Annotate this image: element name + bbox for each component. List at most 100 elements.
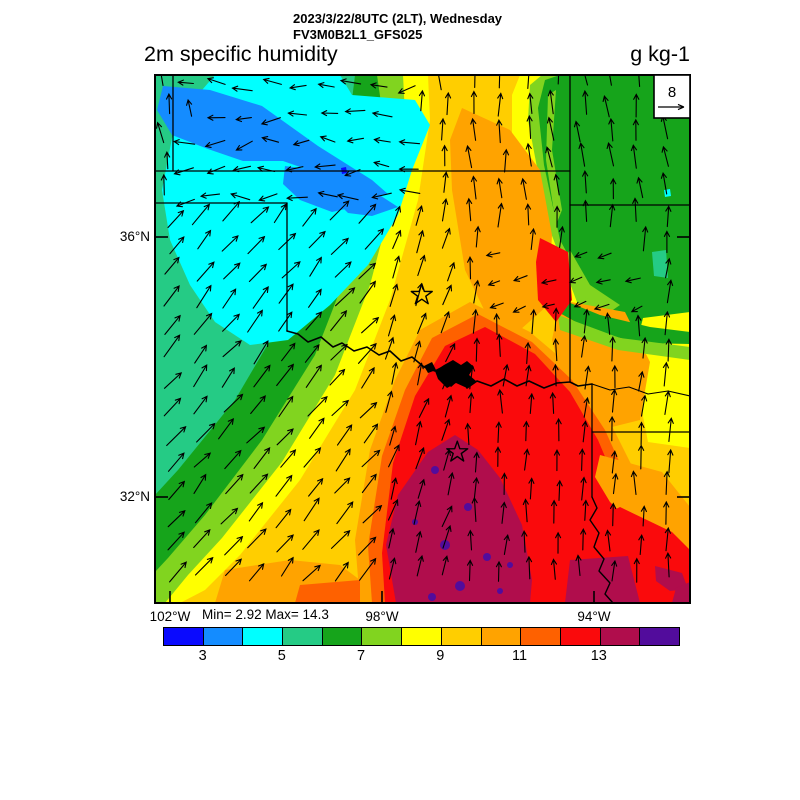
wind-arrow [278,232,297,251]
wind-arrow [331,399,350,417]
field-region [558,298,690,344]
humidity-field [155,75,690,603]
wind-arrow [493,312,500,335]
wind-arrow [167,531,185,551]
wind-arrow [554,205,561,228]
wind-arrow [552,338,559,362]
wind-arrow [530,308,537,335]
wind-arrow [663,230,671,254]
wind-arrow [638,534,645,556]
wind-arrow [638,370,645,392]
wind-arrow [611,450,618,474]
wind-arrow [582,170,589,194]
wind-arrow [413,500,422,525]
wind-arrow [447,261,456,282]
wind-arrow [512,275,528,282]
wind-arrow [573,300,587,308]
wind-arrow [335,287,356,307]
wind-arrow [167,209,185,229]
wind-arrow [663,470,670,495]
wind-arrow [557,75,560,85]
wind-arrow [442,366,453,390]
wind-arrow [314,163,336,170]
wind-arrow [442,284,453,306]
wind-arrow [320,110,339,117]
wind-arrow [285,166,304,173]
wind-arrow [496,333,503,357]
wind-arrow [392,255,401,279]
wind-arrow [495,560,502,582]
wind-arrow [339,78,362,85]
wind-arrow [194,556,214,576]
wind-arrow [500,501,507,524]
star-marker [410,283,433,305]
wind-arrow [235,140,253,151]
wind-arrow [552,307,560,332]
wind-arrow [521,530,528,553]
wind-arrow [173,167,194,176]
wind-arrow [361,316,380,334]
wind-arrow [440,310,450,334]
wind-arrow [642,225,649,252]
wind-arrow [473,451,480,473]
wind-arrow [416,554,424,577]
wind-arrow [281,342,296,362]
wind-arrow [196,261,215,282]
wind-arrow [665,257,672,279]
wind-arrow [362,504,383,524]
wind-arrow [555,531,562,554]
wind-arrow [373,160,390,168]
wind-arrow [667,417,674,442]
wind-arrow [496,119,503,144]
colorbar-segment [640,628,679,645]
field-region [664,189,671,197]
wind-arrow [595,278,611,285]
datetime-line: 2023/3/22/8UTC (2LT), Wednesday [293,11,503,26]
wind-arrow [392,205,402,227]
wind-arrow [573,120,581,143]
wind-arrow [384,336,395,360]
wind-arrow [392,229,402,250]
wind-arrow [172,139,196,146]
wind-arrow [470,175,478,200]
wind-arrow [371,192,392,200]
wind-arrow [664,526,671,552]
wind-arrow [193,395,208,415]
wind-arrow [175,198,195,208]
wind-arrow [583,308,590,334]
wind-arrow [278,311,293,332]
wind-arrow [527,92,534,114]
wind-arrow [612,472,619,495]
colorbar-segment [402,628,442,645]
lon-tick-label: 94°W [577,609,611,624]
wind-arrow [415,420,423,446]
colorbar-segment [203,628,244,645]
wind-arrow [330,529,351,549]
sabine-river-border [589,496,614,603]
wind-arrow [552,363,559,387]
wind-arrow [413,340,422,363]
wind-arrow [465,144,473,169]
wind-arrow [218,417,235,440]
wind-arrow [472,308,479,334]
wind-arrow [497,92,504,117]
wind-arrow [193,312,213,335]
wind-arrow [545,146,553,168]
wind-arrow [630,470,638,496]
field-region [283,166,372,212]
wind-arrow [197,229,212,250]
wind-arrows [156,75,674,583]
wind-arrow [363,423,379,444]
wind-arrow [388,557,397,580]
wind-arrow [230,192,251,201]
wind-arrow [441,555,449,576]
wind-arrow [235,115,252,123]
colorbar-tick-label: 3 [198,648,207,664]
wind-arrow [273,203,287,224]
wind-arrow [466,559,474,582]
wind-arrow [276,428,294,446]
wind-arrow [389,425,397,446]
wind-arrow [248,263,268,283]
